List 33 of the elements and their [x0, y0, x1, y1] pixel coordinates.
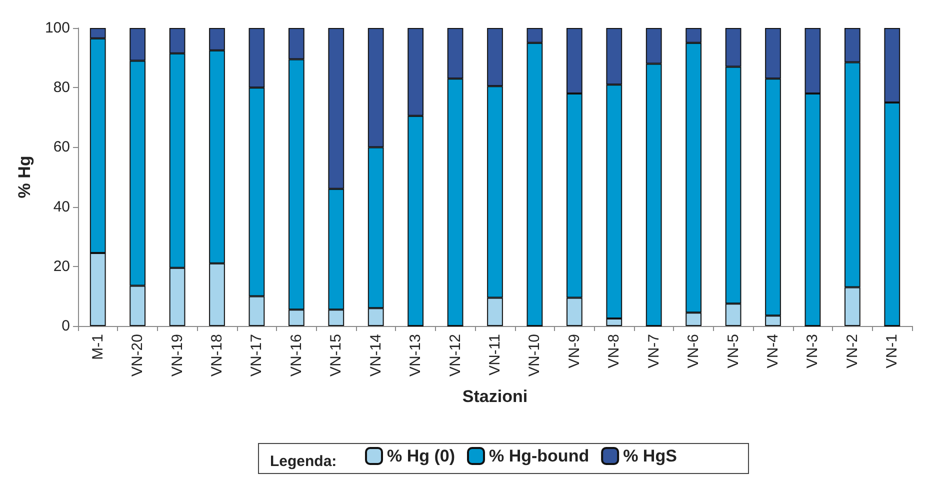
x-tick-label: VN-19	[168, 334, 186, 377]
x-tick-label: VN-1	[884, 334, 901, 368]
x-tick-label: VN-20	[129, 334, 146, 377]
x-tick-label: VN-5	[724, 334, 742, 368]
x-tick-label: VN-9	[566, 334, 583, 368]
x-tick-label: VN-12	[446, 334, 464, 377]
x-tick-label: VN-13	[407, 334, 424, 377]
y-tick-label: 40	[53, 198, 70, 216]
x-tick-label: VN-2	[844, 334, 861, 368]
x-tick-label: VN-4	[764, 334, 782, 368]
x-tick-label: VN-8	[606, 334, 623, 368]
x-tick-label: VN-11	[486, 334, 504, 376]
legend-label: % HgS	[623, 446, 677, 466]
x-axis-title: Stazioni	[462, 387, 528, 406]
legend-label: % Hg (0)	[387, 446, 455, 466]
y-tick-label: 20	[53, 258, 70, 275]
x-tick-label: VN-3	[804, 334, 822, 368]
x-tick-label: VN-10	[526, 334, 544, 377]
y-tick-label: 60	[53, 138, 70, 156]
x-tick-label: VN-17	[248, 334, 266, 377]
y-tick-label: 80	[53, 79, 70, 96]
x-tick-label: VN-6	[685, 334, 702, 368]
y-axis-title: % Hg	[15, 156, 34, 198]
x-tick-label: VN-14	[367, 334, 384, 377]
legend-title: Legenda:	[270, 453, 337, 470]
y-tick-label: 0	[62, 318, 70, 334]
x-tick-label: VN-16	[288, 334, 305, 377]
x-tick-label: VN-7	[645, 334, 662, 368]
x-tick-label: VN-18	[208, 334, 226, 377]
legend-label: % Hg-bound	[489, 446, 590, 466]
x-tick-label: M-1	[89, 334, 106, 360]
x-tick-label: VN-15	[328, 334, 345, 377]
y-tick-label: 100	[44, 20, 70, 36]
